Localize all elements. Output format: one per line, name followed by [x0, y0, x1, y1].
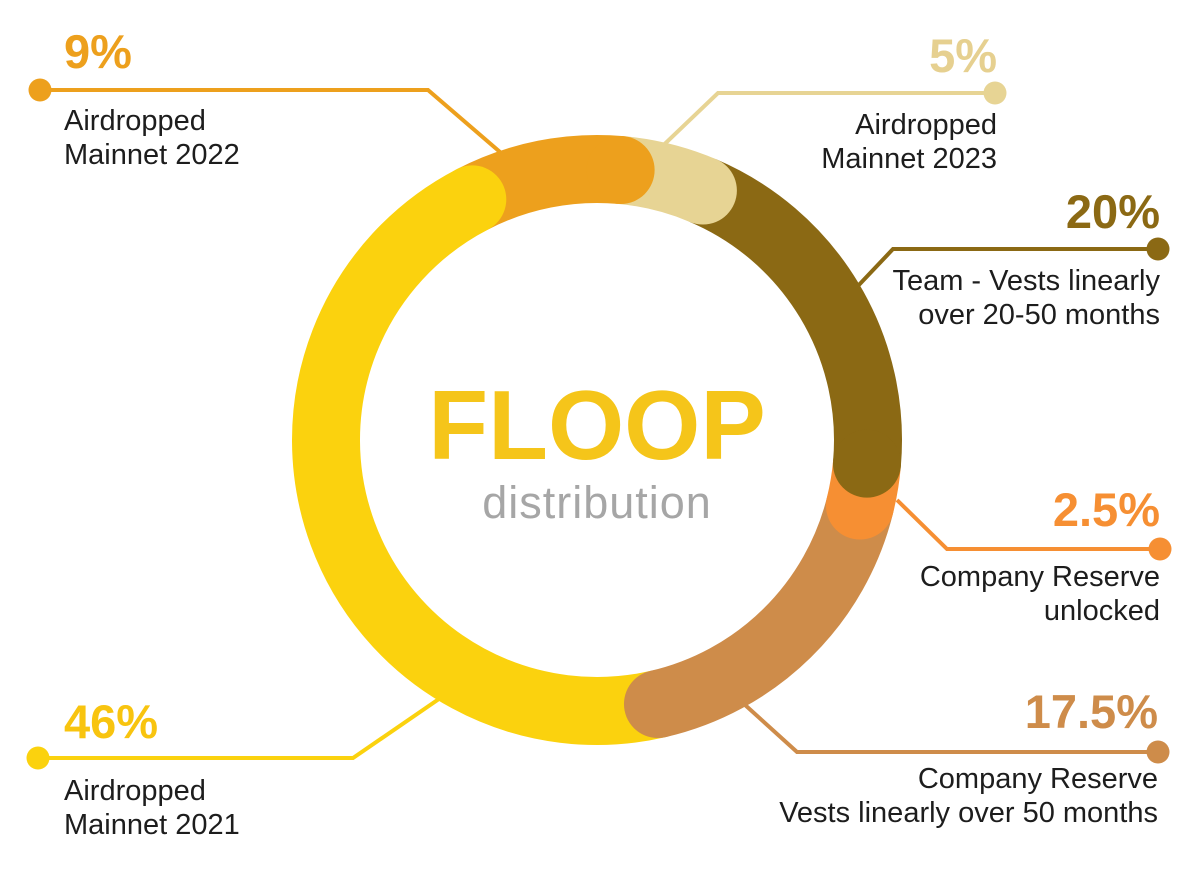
- label-line: Company Reserve: [917, 763, 1158, 795]
- segment-endcap-airdrop2023: [668, 156, 737, 225]
- leader-dot-airdrop2023: [983, 81, 1007, 105]
- segment-endcap-reserveVesting: [623, 670, 692, 739]
- leader-dot-team: [1146, 237, 1170, 261]
- percent-team: 20%: [1065, 185, 1160, 238]
- label-line: Mainnet 2023: [821, 143, 997, 175]
- label-airdropped-mainnet-2023: Airdropped Mainnet 2023: [821, 108, 997, 176]
- leader-dot-reserveUnlocked: [1148, 537, 1172, 561]
- label-airdropped-mainnet-2021: Airdropped Mainnet 2021: [64, 774, 240, 842]
- label-team: Team - Vests linearly over 20-50 months: [892, 264, 1160, 332]
- label-line: over 20-50 months: [918, 299, 1160, 331]
- leader-dot-airdrop2021: [26, 746, 50, 770]
- label-airdropped-mainnet-2022: Airdropped Mainnet 2022: [64, 104, 240, 172]
- percent-airdropped-mainnet-2023: 5%: [929, 29, 997, 82]
- leader-dot-reserveVesting: [1146, 740, 1170, 764]
- donut-segment-airdrop2021: [292, 169, 666, 745]
- label-line: Airdropped: [855, 109, 997, 141]
- label-line: Airdropped: [64, 105, 206, 137]
- leader-dot-airdrop2022: [28, 78, 52, 102]
- segment-endcap-team: [832, 429, 901, 498]
- percent-company-reserve-unlocked: 2.5%: [1052, 483, 1160, 536]
- label-company-reserve-vesting: Company Reserve Vests linearly over 50 m…: [779, 762, 1158, 830]
- label-line: Team - Vests linearly: [892, 265, 1160, 297]
- label-line: Vests linearly over 50 months: [779, 797, 1158, 829]
- percent-airdropped-mainnet-2022: 9%: [64, 25, 132, 78]
- chart-subtitle: distribution: [482, 477, 712, 528]
- label-company-reserve-unlocked: Company Reserve unlocked: [920, 560, 1160, 628]
- leader-line-airdrop2023: [648, 91, 995, 160]
- segment-endcap-airdrop2021: [438, 165, 507, 234]
- label-line: Company Reserve: [919, 561, 1160, 593]
- leader-line-team: [854, 247, 1158, 290]
- segment-endcap-airdrop2022: [586, 136, 655, 205]
- donut-segment-reserveVesting: [649, 496, 893, 738]
- leader-line-reserveVesting: [742, 702, 1158, 754]
- leader-line-airdrop2022: [40, 88, 502, 154]
- donut-segment-team: [689, 159, 902, 467]
- percent-company-reserve-vesting: 17.5%: [1024, 685, 1158, 738]
- label-line: Mainnet 2022: [64, 139, 240, 171]
- chart-title: FLOOP: [428, 370, 766, 480]
- label-line: Mainnet 2021: [64, 809, 240, 841]
- label-line: Airdropped: [64, 775, 206, 807]
- leader-line-airdrop2021: [38, 677, 470, 760]
- label-line: unlocked: [1043, 595, 1160, 627]
- leader-line-reserveUnlocked: [895, 498, 1160, 551]
- percent-airdropped-mainnet-2021: 46%: [64, 695, 159, 748]
